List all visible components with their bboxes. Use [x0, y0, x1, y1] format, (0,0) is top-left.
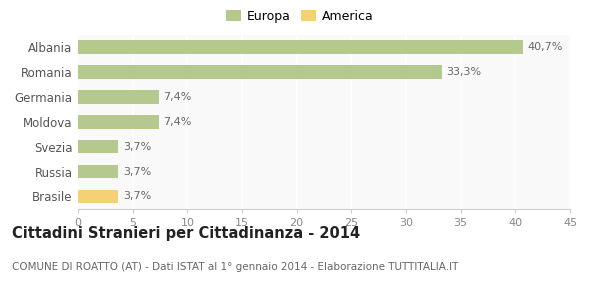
Bar — [78, 115, 159, 129]
Text: 3,7%: 3,7% — [123, 142, 151, 152]
Bar — [78, 165, 118, 178]
Text: COMUNE DI ROATTO (AT) - Dati ISTAT al 1° gennaio 2014 - Elaborazione TUTTITALIA.: COMUNE DI ROATTO (AT) - Dati ISTAT al 1°… — [12, 262, 458, 272]
Text: 3,7%: 3,7% — [123, 166, 151, 177]
Text: 40,7%: 40,7% — [527, 42, 563, 52]
Text: 3,7%: 3,7% — [123, 191, 151, 201]
Bar — [78, 190, 118, 203]
Bar — [78, 65, 442, 79]
Bar — [78, 40, 523, 54]
Bar — [78, 140, 118, 153]
Text: Cittadini Stranieri per Cittadinanza - 2014: Cittadini Stranieri per Cittadinanza - 2… — [12, 226, 360, 241]
Legend: Europa, America: Europa, America — [222, 6, 378, 27]
Text: 33,3%: 33,3% — [446, 67, 482, 77]
Bar — [78, 90, 159, 104]
Text: 7,4%: 7,4% — [163, 117, 191, 127]
Text: 7,4%: 7,4% — [163, 92, 191, 102]
